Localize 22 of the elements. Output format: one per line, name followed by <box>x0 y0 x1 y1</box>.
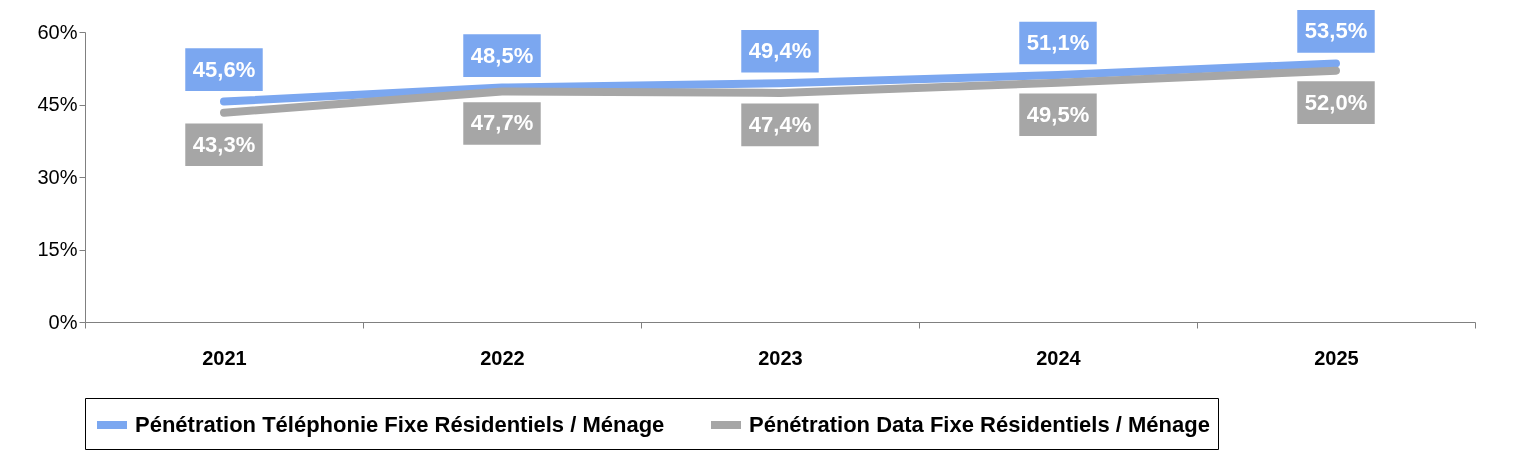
legend-label: Pénétration Téléphonie Fixe Résidentiels / Ménage <box>135 412 665 437</box>
data-label: 52,0% <box>1304 89 1368 115</box>
y-tick-label: 15% <box>37 238 78 260</box>
data-label: 45,6% <box>192 56 256 82</box>
y-tick-label: 0% <box>48 310 78 333</box>
data-label: 47,4% <box>748 111 812 137</box>
data-label: 47,7% <box>470 110 534 136</box>
data-label: 48,5% <box>470 42 534 68</box>
x-tick-label: 2024 <box>1036 346 1082 369</box>
y-tick-label: 45% <box>37 93 78 115</box>
x-tick-label: 2023 <box>758 346 803 369</box>
data-label: 49,4% <box>748 38 812 64</box>
x-tick-label: 2022 <box>480 346 525 369</box>
legend-label: Pénétration Data Fixe Résidentiels / Ménage <box>749 412 1210 437</box>
data-label: 49,5% <box>1026 101 1090 127</box>
data-label: 43,3% <box>192 131 256 157</box>
y-tick-label: 30% <box>37 165 78 188</box>
x-tick-label: 2025 <box>1314 346 1359 369</box>
data-label: 53,5% <box>1304 18 1368 44</box>
x-tick-label: 2021 <box>202 346 247 369</box>
y-tick-label: 60% <box>37 20 78 43</box>
data-label: 51,1% <box>1026 30 1090 56</box>
